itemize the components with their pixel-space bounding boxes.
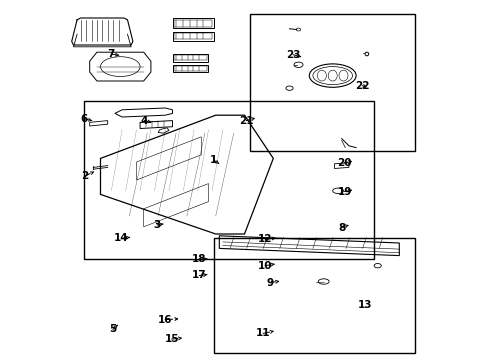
Text: 3: 3: [153, 220, 161, 230]
Text: 2: 2: [81, 171, 88, 181]
Text: 16: 16: [158, 315, 172, 325]
Text: 15: 15: [164, 334, 179, 344]
Text: 22: 22: [355, 81, 369, 91]
Text: 20: 20: [337, 158, 351, 168]
Text: 8: 8: [337, 222, 345, 233]
Text: 10: 10: [258, 261, 272, 271]
Text: 12: 12: [258, 234, 272, 244]
Text: 5: 5: [109, 324, 117, 334]
Text: 7: 7: [107, 49, 115, 59]
Text: 13: 13: [357, 300, 371, 310]
Text: 11: 11: [255, 328, 270, 338]
Text: 18: 18: [192, 254, 206, 264]
Text: 17: 17: [192, 270, 206, 280]
Text: 19: 19: [337, 186, 351, 197]
Text: 4: 4: [141, 116, 148, 126]
Text: 23: 23: [285, 50, 300, 60]
Text: 6: 6: [81, 114, 88, 124]
Text: 14: 14: [114, 233, 128, 243]
Text: 9: 9: [265, 278, 273, 288]
Text: 21: 21: [239, 116, 253, 126]
Text: 1: 1: [210, 155, 217, 165]
